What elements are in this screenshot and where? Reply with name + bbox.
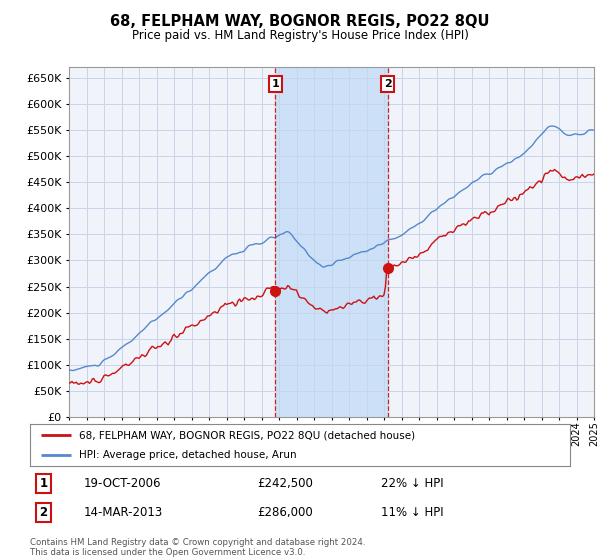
Text: 68, FELPHAM WAY, BOGNOR REGIS, PO22 8QU (detached house): 68, FELPHAM WAY, BOGNOR REGIS, PO22 8QU … <box>79 430 415 440</box>
Text: £286,000: £286,000 <box>257 506 313 519</box>
Text: Price paid vs. HM Land Registry's House Price Index (HPI): Price paid vs. HM Land Registry's House … <box>131 29 469 42</box>
Text: 2: 2 <box>384 79 392 89</box>
Text: 1: 1 <box>40 477 47 490</box>
Text: 2: 2 <box>40 506 47 519</box>
Text: 14-MAR-2013: 14-MAR-2013 <box>84 506 163 519</box>
Text: HPI: Average price, detached house, Arun: HPI: Average price, detached house, Arun <box>79 450 296 460</box>
Text: 22% ↓ HPI: 22% ↓ HPI <box>381 477 443 490</box>
Bar <box>275 67 388 417</box>
Text: Contains HM Land Registry data © Crown copyright and database right 2024.
This d: Contains HM Land Registry data © Crown c… <box>30 538 365 557</box>
Text: 19-OCT-2006: 19-OCT-2006 <box>84 477 161 490</box>
Text: 11% ↓ HPI: 11% ↓ HPI <box>381 506 443 519</box>
Text: 1: 1 <box>271 79 279 89</box>
Text: £242,500: £242,500 <box>257 477 313 490</box>
Text: 68, FELPHAM WAY, BOGNOR REGIS, PO22 8QU: 68, FELPHAM WAY, BOGNOR REGIS, PO22 8QU <box>110 14 490 29</box>
